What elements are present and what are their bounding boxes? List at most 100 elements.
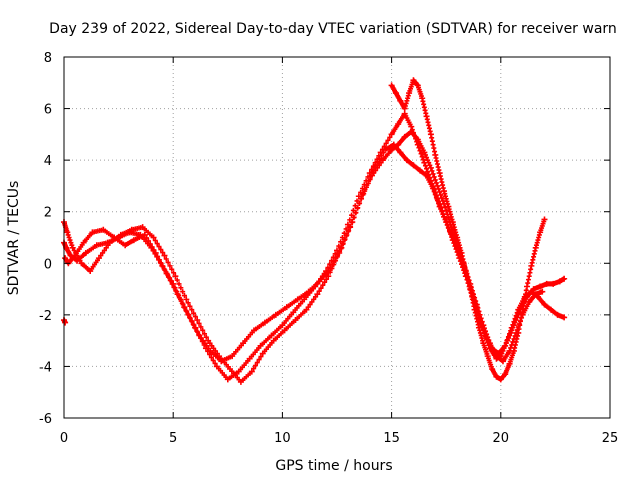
data-point-dense <box>445 215 451 221</box>
data-point-dense <box>343 226 349 232</box>
data-point-dense <box>339 235 345 240</box>
data-point-dense <box>473 298 479 304</box>
data-point-dense <box>182 305 188 311</box>
data-point-dense <box>169 281 175 287</box>
data-point-dense <box>343 233 349 239</box>
data-point-dense <box>511 319 517 325</box>
data-point-dense <box>432 177 438 183</box>
data-point-dense <box>443 208 449 214</box>
data-point-dense <box>363 184 369 190</box>
data-point <box>480 322 487 329</box>
data-point-dense <box>176 295 182 301</box>
data-point-dense <box>334 254 340 260</box>
data-point-dense <box>431 174 437 180</box>
data-point-dense <box>479 319 485 325</box>
data-point-dense <box>483 328 489 334</box>
y-tick-label: -6 <box>39 412 52 427</box>
data-point-dense <box>365 180 371 186</box>
data-point-dense <box>192 314 198 320</box>
data-point-dense <box>434 198 440 204</box>
y-axis-label: SDTVAR / TECUs <box>6 181 22 296</box>
data-point-dense <box>191 310 197 316</box>
data-point-dense <box>152 238 158 244</box>
data-point-dense <box>514 310 520 316</box>
data-point-dense <box>305 304 311 310</box>
data-point-dense <box>374 165 380 171</box>
data-point-dense <box>342 237 348 243</box>
data-point-dense <box>160 250 166 256</box>
data-point <box>541 216 548 223</box>
data-point <box>508 324 515 331</box>
data-point-dense <box>198 335 204 341</box>
data-point-dense <box>173 288 179 294</box>
data-point <box>430 185 437 192</box>
data-point <box>325 273 332 280</box>
x-tick-label: 20 <box>493 431 510 446</box>
data-point-dense <box>354 198 360 204</box>
data-point-dense <box>446 218 452 224</box>
data-point-dense <box>440 211 446 217</box>
data-point-dense <box>322 279 328 285</box>
data-point-dense <box>196 320 202 326</box>
data-point-dense <box>189 319 195 325</box>
data-point-dense <box>424 166 430 172</box>
data-point <box>561 314 568 321</box>
data-point-dense <box>387 134 393 140</box>
data-point-dense <box>345 228 351 234</box>
data-point-dense <box>203 334 209 340</box>
data-point-dense <box>151 247 157 253</box>
data-point-dense <box>332 251 338 257</box>
data-point-dense <box>508 328 514 334</box>
data-point-dense <box>200 338 206 344</box>
data-point-dense <box>340 241 346 247</box>
data-point-dense <box>145 238 151 244</box>
data-point <box>434 182 441 189</box>
data-point-dense <box>158 260 164 266</box>
data-point-dense <box>100 250 106 256</box>
data-point-dense <box>184 308 190 314</box>
data-point-dense <box>475 305 481 311</box>
data-point-dense <box>311 296 317 302</box>
plot-border <box>63 56 611 419</box>
data-point <box>347 224 354 231</box>
data-point <box>473 301 480 308</box>
data-point-dense <box>505 334 511 340</box>
data-point-dense <box>180 302 186 308</box>
data-point-dense <box>178 298 184 304</box>
data-point-dense <box>438 206 444 212</box>
data-point-dense <box>158 247 164 253</box>
data-point-dense <box>431 189 437 195</box>
data-point-dense <box>481 325 487 331</box>
data-point-dense <box>180 289 186 295</box>
data-point-dense <box>73 250 79 256</box>
data-point-dense <box>149 244 155 250</box>
y-tick-label: 2 <box>44 206 52 221</box>
data-point-dense <box>74 253 80 259</box>
data-point-dense <box>256 357 262 363</box>
data-point <box>194 317 201 324</box>
data-point-dense <box>156 257 162 263</box>
data-point-dense <box>202 340 208 346</box>
data-point-dense <box>477 312 483 318</box>
data-point-dense <box>426 160 432 166</box>
data-point-dense <box>171 270 177 276</box>
data-point-dense <box>212 360 218 366</box>
data-point-dense <box>436 201 442 207</box>
data-point-dense <box>425 169 431 175</box>
data-point-dense <box>437 189 443 195</box>
data-point-dense <box>512 316 518 322</box>
y-tick-label: 4 <box>44 154 52 169</box>
data-point-dense <box>351 215 357 221</box>
data-point-dense <box>424 155 430 161</box>
data-point <box>163 270 170 277</box>
data-point-dense <box>66 235 72 240</box>
x-tick-label: 25 <box>602 431 619 446</box>
data-point-dense <box>71 247 77 253</box>
data-point <box>150 234 157 241</box>
data-point-dense <box>252 363 258 369</box>
data-point-dense <box>193 326 199 332</box>
data-point <box>314 291 321 298</box>
data-point-dense <box>176 281 182 287</box>
data-point-dense <box>76 255 82 261</box>
data-point-dense <box>163 256 169 262</box>
